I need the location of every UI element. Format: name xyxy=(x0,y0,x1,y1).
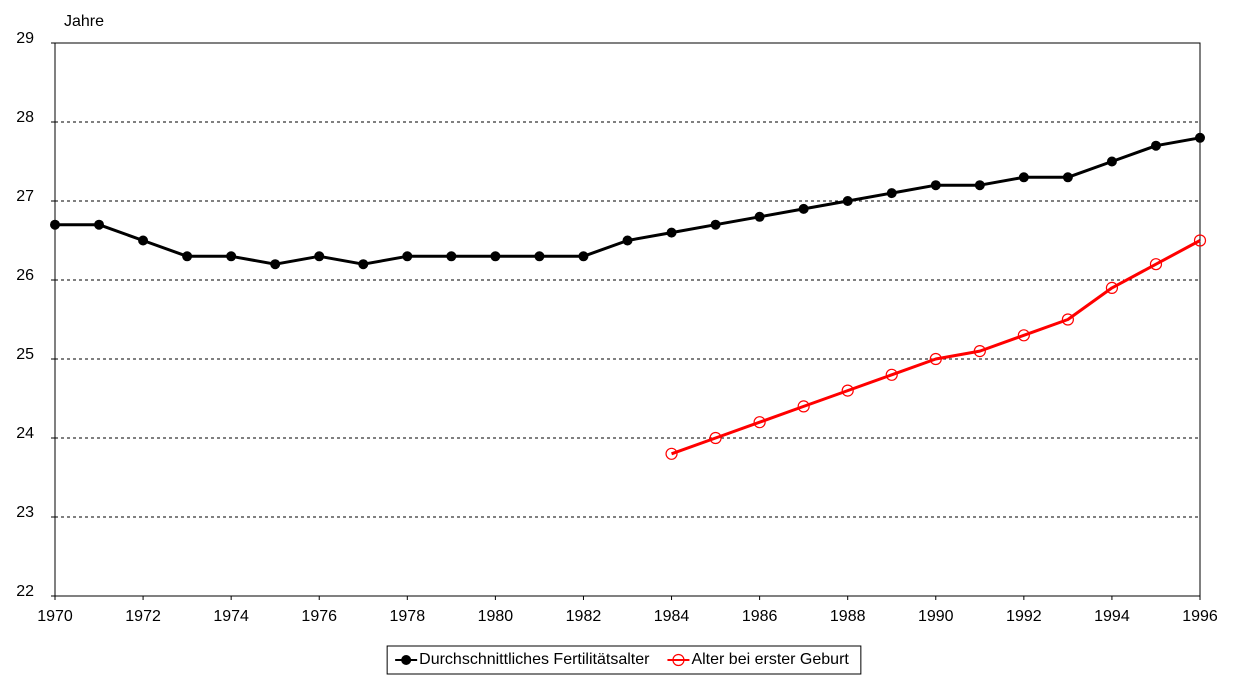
x-tick-label: 1970 xyxy=(37,608,73,625)
marker xyxy=(622,235,633,246)
marker xyxy=(753,416,766,429)
series-line xyxy=(671,239,1201,456)
marker xyxy=(1062,172,1073,183)
y-axis-label: Jahre xyxy=(64,13,104,30)
y-tick-label: 27 xyxy=(16,188,34,205)
x-tick-label: 1974 xyxy=(213,608,249,625)
y-tick-label: 22 xyxy=(16,583,34,600)
y-tick-label: 25 xyxy=(16,346,34,363)
marker xyxy=(138,235,149,246)
x-tick-label: 1980 xyxy=(478,608,514,625)
marker xyxy=(1149,258,1163,271)
marker xyxy=(446,251,457,262)
marker xyxy=(973,345,986,358)
marker xyxy=(1150,140,1161,151)
x-tick-label: 1988 xyxy=(830,608,866,625)
marker xyxy=(1018,172,1029,183)
marker xyxy=(841,384,854,397)
marker xyxy=(226,251,237,262)
marker xyxy=(1061,313,1074,326)
y-tick-label: 28 xyxy=(16,109,34,126)
legend-item: Durchschnittliches Fertilitätsalter xyxy=(395,651,650,668)
marker xyxy=(1193,234,1207,247)
x-tick-label: 1996 xyxy=(1182,608,1218,625)
x-tick-label: 1972 xyxy=(125,608,161,625)
y-tick-label: 23 xyxy=(16,504,34,521)
x-tick-label: 1994 xyxy=(1094,608,1130,625)
y-tick-label: 24 xyxy=(16,425,34,442)
marker xyxy=(401,655,412,665)
marker xyxy=(886,188,897,199)
marker xyxy=(578,251,589,262)
marker xyxy=(1195,132,1205,143)
marker xyxy=(710,219,721,230)
legend-label: Durchschnittliches Fertilitätsalter xyxy=(419,651,650,668)
marker xyxy=(314,251,325,262)
x-tick-label: 1984 xyxy=(654,608,690,625)
marker xyxy=(490,251,501,262)
marker xyxy=(885,368,898,381)
marker xyxy=(672,653,685,667)
marker xyxy=(666,227,677,238)
legend: Durchschnittliches Fertilitätsalter Alter… xyxy=(386,645,862,675)
marker xyxy=(842,196,853,206)
marker xyxy=(930,180,941,191)
marker xyxy=(402,251,413,262)
marker xyxy=(94,219,105,230)
plot-frame xyxy=(54,42,1201,597)
marker xyxy=(797,400,810,413)
marker xyxy=(709,431,722,445)
legend-box xyxy=(386,645,862,675)
x-tick-label: 1978 xyxy=(390,608,426,625)
legend-label: Alter bei erster Geburt xyxy=(691,651,849,668)
marker xyxy=(929,352,942,366)
legend-item: Alter bei erster Geburt xyxy=(667,651,849,668)
marker xyxy=(182,251,193,262)
x-tick-label: 1992 xyxy=(1006,608,1042,625)
x-tick-label: 1986 xyxy=(742,608,778,625)
marker xyxy=(1105,281,1119,294)
marker xyxy=(665,447,678,460)
x-tick-label: 1990 xyxy=(918,608,954,625)
x-tick-label: 1976 xyxy=(301,608,337,625)
marker xyxy=(1106,156,1117,167)
y-tick-label: 26 xyxy=(16,267,34,284)
marker xyxy=(534,251,545,262)
x-tick-label: 1982 xyxy=(566,608,602,625)
y-tick-label: 29 xyxy=(16,30,34,47)
marker xyxy=(270,259,281,270)
marker xyxy=(798,203,809,214)
marker xyxy=(974,180,985,191)
marker xyxy=(754,211,765,222)
marker xyxy=(358,259,369,270)
marker xyxy=(1017,329,1030,342)
marker xyxy=(50,219,60,230)
